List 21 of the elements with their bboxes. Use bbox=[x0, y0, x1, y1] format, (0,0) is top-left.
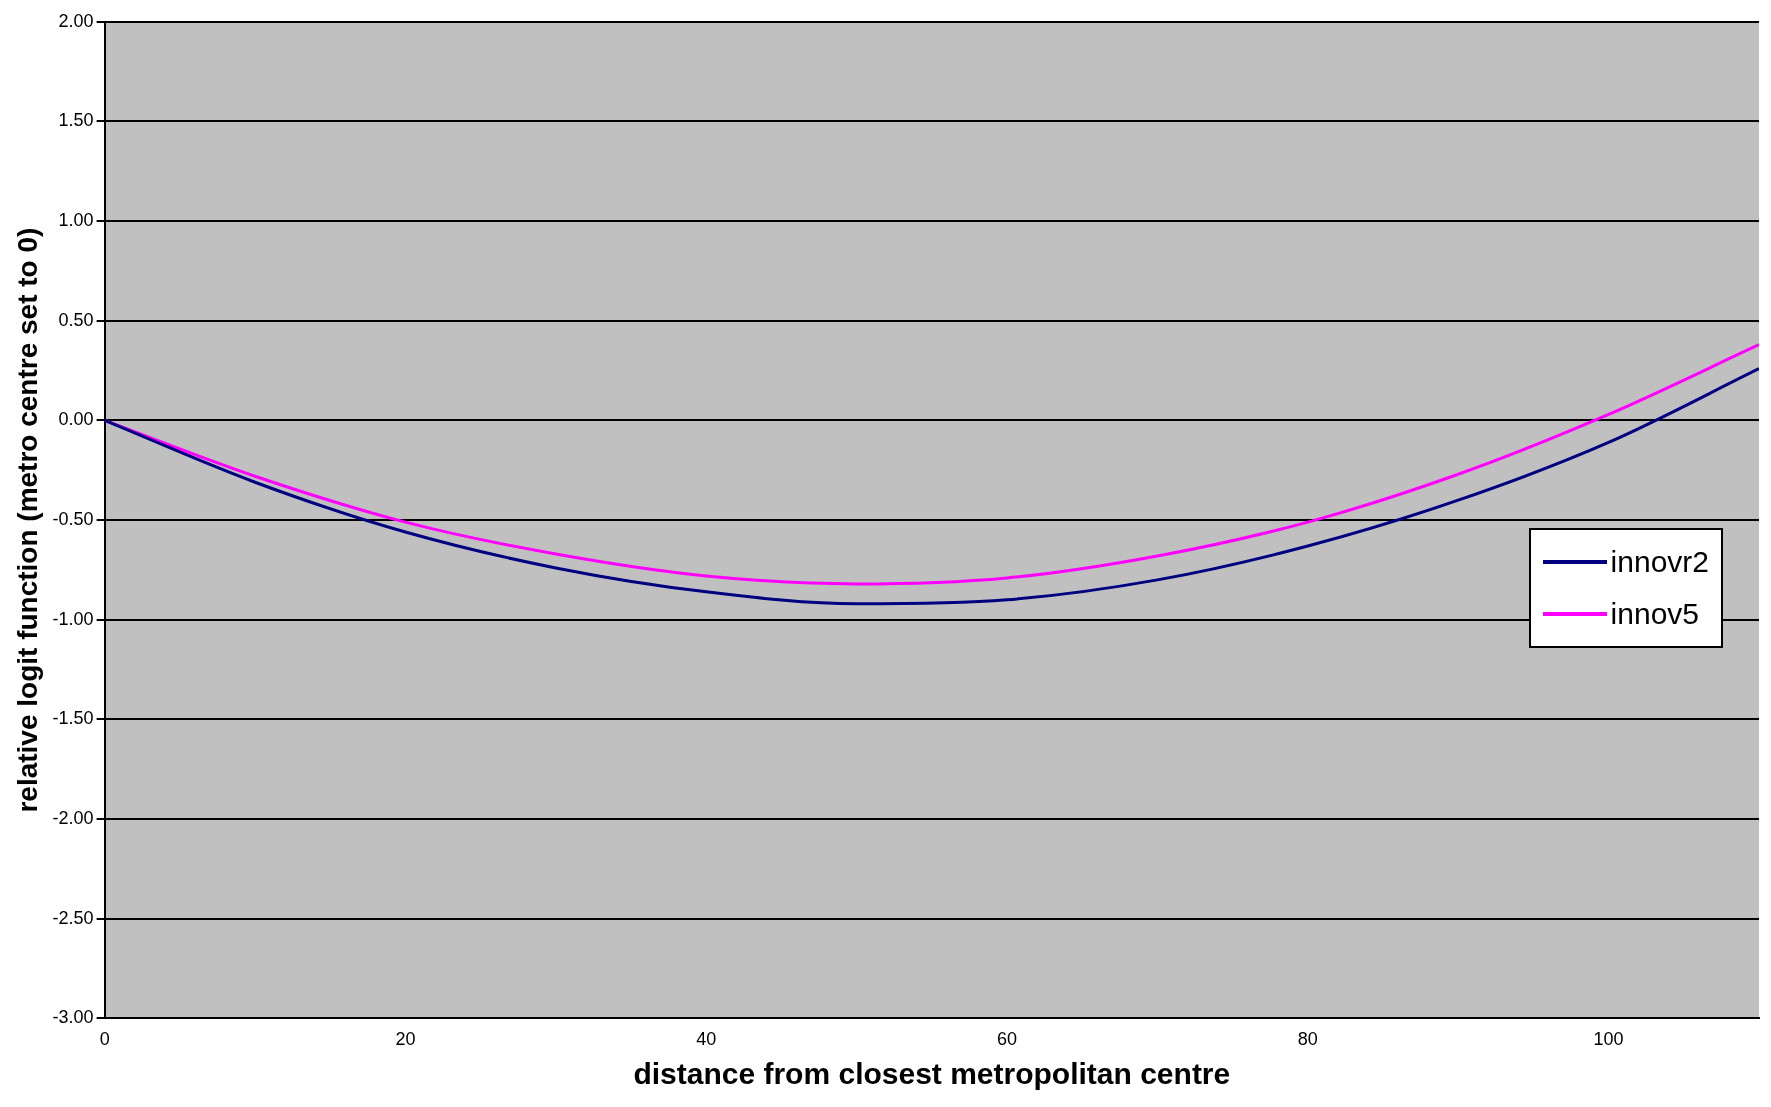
x-tick-label: 0 bbox=[99, 1029, 110, 1050]
y-tick-label: -1.00 bbox=[52, 608, 94, 629]
x-tick-label: 80 bbox=[1297, 1029, 1318, 1050]
x-tick-label: 20 bbox=[395, 1029, 416, 1050]
legend-label: innov5 bbox=[1610, 596, 1699, 632]
x-tick-label: 40 bbox=[696, 1029, 717, 1050]
y-tick-label: 2.00 bbox=[58, 10, 94, 31]
y-tick-label: -2.50 bbox=[52, 907, 94, 928]
y-tick-label: -1.50 bbox=[52, 708, 94, 729]
y-tick-label: -3.00 bbox=[52, 1007, 94, 1028]
y-tick-label: -0.50 bbox=[52, 509, 94, 530]
legend-label: innovr2 bbox=[1610, 544, 1709, 580]
y-axis-title: relative logit function (metro centre set to 0) bbox=[11, 227, 43, 813]
y-tick-label: 1.00 bbox=[58, 210, 94, 231]
x-tick-label: 60 bbox=[997, 1029, 1018, 1050]
x-axis-title: distance from closest metropolitan centre bbox=[633, 1057, 1231, 1091]
y-tick-label: 1.50 bbox=[58, 110, 94, 131]
y-tick-label: -2.00 bbox=[52, 808, 94, 829]
y-tick-label: 0.00 bbox=[58, 409, 94, 430]
y-tick-label: 0.50 bbox=[58, 309, 94, 330]
x-tick-label: 100 bbox=[1593, 1029, 1624, 1050]
